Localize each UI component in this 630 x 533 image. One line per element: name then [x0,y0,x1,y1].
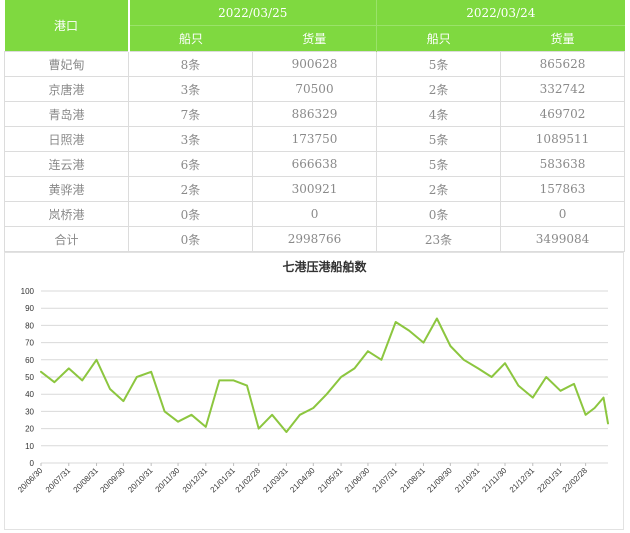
port-name-cell: 黄骅港 [4,176,129,202]
cargo-cell-1: 2998766 [251,226,378,252]
y-tick-label: 100 [21,287,35,296]
ships-cell-2: 5条 [376,151,502,177]
y-tick-label: 90 [25,304,34,313]
x-tick-label: 20/08/31 [72,466,101,495]
table-row: 黄骅港 2条 300921 2条 157863 [4,176,626,202]
ships-cell-2: 5条 [376,126,502,152]
x-tick-label: 21/05/31 [316,466,345,495]
date-header-2: 2022/03/24 [376,0,625,26]
cargo-cell-1: 300921 [251,176,378,202]
ships-cell-1: 7条 [128,101,253,127]
port-name-cell: 日照港 [4,126,129,152]
y-tick-label: 70 [25,339,34,348]
ships-cell-2: 0条 [376,201,502,227]
ships-cell-2: 4条 [376,101,502,127]
table-row: 京唐港 3条 70500 2条 332742 [4,76,626,102]
port-name-cell: 岚桥港 [4,201,129,227]
cargo-cell-1: 70500 [251,76,378,102]
x-tick-label: 22/01/31 [536,466,565,495]
ships-cell-1: 3条 [128,126,253,152]
port-name-cell: 青岛港 [4,101,129,127]
ships-cell-2: 2条 [376,176,502,202]
ships-cell-1: 0条 [128,201,253,227]
x-tick-label: 20/11/30 [153,466,181,494]
series-line [40,317,609,433]
ships-cell-1: 6条 [128,151,253,177]
y-tick-label: 10 [25,442,34,451]
port-name-cell: 合计 [4,226,129,252]
ships-header-2: 船只 [376,25,501,52]
cargo-cell-1: 666638 [251,151,378,177]
ships-cell-1: 8条 [128,51,253,77]
x-tick-label: 20/10/31 [126,466,155,495]
cargo-cell-2: 469702 [500,101,626,127]
x-tick-label: 21/08/31 [399,466,428,495]
cargo-cell-2: 332742 [500,76,626,102]
table-row: 日照港 3条 173750 5条 1089511 [4,126,626,152]
table-row: 曹妃甸 8条 900628 5条 865628 [4,51,626,77]
y-tick-label: 0 [30,459,35,468]
y-tick-label: 50 [25,373,34,382]
x-tick-label: 21/12/31 [508,466,537,495]
port-name-cell: 曹妃甸 [4,51,129,77]
y-tick-label: 20 [25,425,34,434]
date-header-1: 2022/03/25 [128,0,377,26]
x-tick-label: 22/02/28 [561,466,590,495]
cargo-cell-1: 0 [251,201,378,227]
cargo-cell-2: 583638 [500,151,626,177]
x-tick-label: 21/01/31 [209,466,238,495]
port-name-cell: 京唐港 [4,76,129,102]
x-tick-label: 20/06/30 [16,466,45,495]
cargo-cell-2: 0 [500,201,626,227]
x-tick-label: 21/06/30 [343,466,372,495]
x-tick-label: 20/07/31 [44,466,73,495]
table-row: 青岛港 7条 886329 4条 469702 [4,101,626,127]
cargo-cell-2: 3499084 [500,226,626,252]
table-row: 岚桥港 0条 0 0条 0 [4,201,626,227]
cargo-cell-2: 865628 [500,51,626,77]
x-tick-label: 21/03/31 [261,466,290,495]
x-tick-label: 21/04/30 [288,466,317,495]
cargo-cell-2: 1089511 [500,126,626,152]
x-tick-label: 21/11/30 [480,466,508,494]
cargo-cell-1: 886329 [251,101,378,127]
table-row: 合计 0条 2998766 23条 3499084 [4,226,626,252]
x-tick-label: 21/10/31 [453,466,482,495]
x-tick-label: 20/12/31 [181,466,210,495]
cargo-cell-2: 157863 [500,176,626,202]
ships-cell-1: 2条 [128,176,253,202]
y-tick-label: 80 [25,321,34,330]
ships-cell-2: 5条 [376,51,502,77]
cargo-cell-1: 900628 [251,51,378,77]
y-tick-label: 60 [25,356,34,365]
chart-title: 七港压港船舶数 [282,259,367,274]
ships-cell-2: 2条 [376,76,502,102]
x-tick-label: 20/09/30 [98,466,127,495]
congestion-chart: 七港压港船舶数 0 10 20 30 40 50 60 70 80 90 100 20/06/30 20/… [4,252,624,530]
port-table: 港口 2022/03/25 2022/03/24 船只 货量 船只 货量 曹妃甸… [4,0,626,252]
cargo-header-1: 货量 [252,25,377,52]
port-name-cell: 连云港 [4,151,129,177]
ships-header-1: 船只 [128,25,253,52]
ships-cell-1: 0条 [128,226,253,252]
y-tick-label: 30 [25,407,34,416]
table-row: 连云港 6条 666638 5条 583638 [4,151,626,177]
cargo-cell-1: 173750 [251,126,378,152]
x-tick-label: 21/02/28 [234,466,263,495]
x-tick-label: 21/07/31 [371,466,400,495]
x-tick-label: 21/09/30 [425,466,454,495]
cargo-header-2: 货量 [500,25,625,52]
port-column-header: 港口 [4,0,130,52]
ships-cell-2: 23条 [376,226,502,252]
ships-cell-1: 3条 [128,76,253,102]
y-tick-label: 40 [25,390,34,399]
